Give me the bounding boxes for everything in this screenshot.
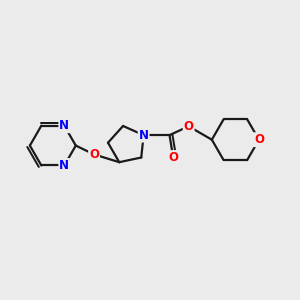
Text: O: O (168, 151, 178, 164)
Text: N: N (59, 119, 69, 132)
Text: O: O (254, 133, 264, 146)
Text: O: O (89, 148, 99, 161)
Text: N: N (59, 159, 69, 172)
Text: O: O (184, 120, 194, 133)
Text: N: N (139, 129, 148, 142)
